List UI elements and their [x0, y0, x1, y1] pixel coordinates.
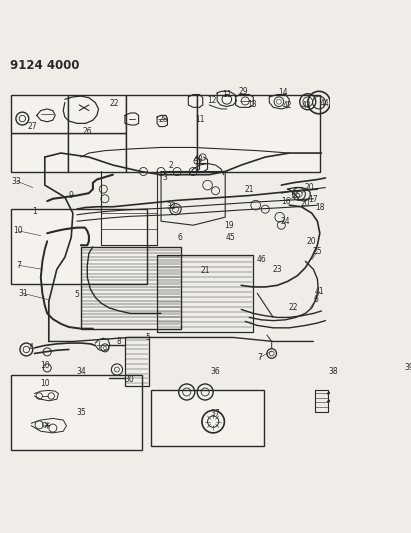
Bar	[11, 133, 68, 172]
Text: 35: 35	[76, 408, 86, 416]
Text: 5: 5	[74, 290, 79, 300]
Text: 26: 26	[83, 127, 92, 136]
Bar	[11, 95, 68, 133]
Text: 12: 12	[208, 96, 217, 106]
Text: 6: 6	[178, 233, 183, 242]
Text: 24: 24	[281, 217, 290, 225]
Text: 30: 30	[124, 375, 134, 384]
Text: 18: 18	[315, 203, 325, 212]
Text: 34: 34	[76, 367, 86, 376]
Bar	[126, 95, 197, 172]
Text: 42: 42	[283, 101, 293, 110]
Text: 6: 6	[313, 295, 318, 304]
Text: 14: 14	[278, 88, 288, 98]
Text: 16: 16	[281, 197, 291, 206]
Text: 36: 36	[211, 367, 220, 376]
Text: 10: 10	[40, 378, 50, 387]
Text: 37: 37	[211, 409, 220, 418]
Text: 1: 1	[32, 207, 37, 216]
Text: 2: 2	[168, 160, 173, 169]
Text: 19: 19	[224, 221, 234, 230]
Text: 31: 31	[18, 289, 28, 298]
Text: 9: 9	[69, 191, 74, 200]
Text: 22: 22	[289, 303, 298, 312]
Bar	[151, 391, 264, 446]
Text: 11: 11	[195, 115, 204, 124]
Text: 28: 28	[159, 115, 168, 124]
Text: 25: 25	[313, 247, 322, 256]
Text: 44: 44	[320, 99, 330, 108]
Text: 38: 38	[329, 367, 338, 376]
Text: 43: 43	[302, 101, 312, 110]
Text: 45: 45	[226, 233, 236, 242]
Text: 39: 39	[405, 364, 411, 373]
Text: 4: 4	[29, 343, 34, 352]
Text: 20: 20	[300, 199, 310, 208]
Text: 17: 17	[309, 195, 318, 204]
Text: 29: 29	[238, 87, 248, 96]
Text: 22: 22	[110, 99, 119, 108]
Bar	[11, 209, 147, 284]
Text: 15: 15	[291, 191, 300, 200]
Bar	[68, 133, 126, 172]
Text: 5: 5	[145, 333, 150, 342]
Bar	[68, 95, 126, 133]
Text: 46: 46	[256, 255, 266, 264]
Text: 13: 13	[247, 100, 256, 109]
Text: 10: 10	[40, 361, 50, 370]
Text: 20: 20	[305, 183, 314, 192]
Text: 27: 27	[28, 122, 37, 131]
Text: 21: 21	[245, 184, 254, 193]
Text: 41: 41	[315, 287, 325, 296]
Text: 7: 7	[16, 261, 21, 270]
Text: 32: 32	[167, 202, 176, 211]
Text: 7: 7	[257, 353, 262, 362]
Text: 23: 23	[272, 265, 282, 274]
Text: 20: 20	[307, 237, 316, 246]
Text: 9124 4000: 9124 4000	[10, 59, 80, 72]
Text: 8: 8	[117, 337, 122, 346]
Text: 33: 33	[12, 176, 22, 185]
Text: 40: 40	[194, 155, 203, 164]
Bar	[11, 375, 142, 450]
Text: 3: 3	[163, 173, 168, 182]
Text: 11: 11	[222, 90, 231, 99]
Bar	[197, 95, 320, 172]
Text: 21: 21	[201, 266, 210, 276]
Text: 10: 10	[14, 227, 23, 236]
